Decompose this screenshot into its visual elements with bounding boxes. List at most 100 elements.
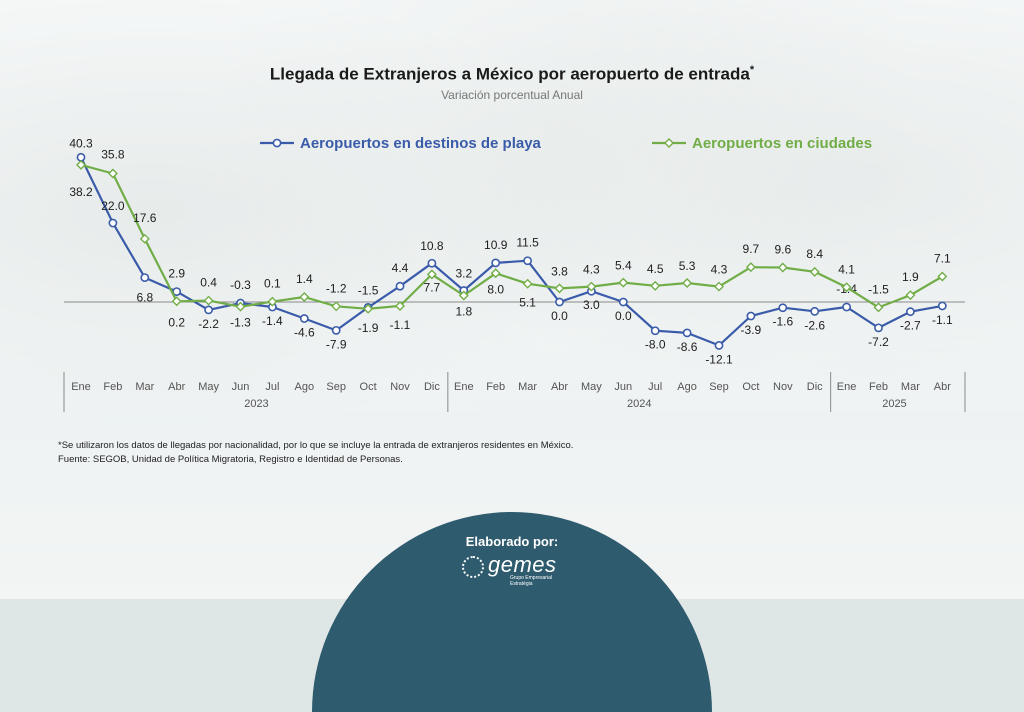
legend-marker — [664, 138, 674, 148]
series-1-point — [172, 287, 182, 296]
series-2-point — [76, 159, 86, 170]
series-1-data-label: -8.6 — [677, 340, 698, 354]
series-2-data-label: 3.8 — [551, 264, 568, 278]
x-tick-label: Abr — [551, 381, 568, 393]
series-1-data-label: 10.9 — [484, 238, 508, 252]
series-2-point — [235, 301, 246, 312]
series-2-data-label: 8.4 — [806, 247, 823, 261]
series-1-data-label: -3.9 — [741, 323, 762, 337]
x-tick-label: Mar — [901, 381, 920, 393]
series-2-data-label: -1.1 — [390, 318, 411, 332]
series-2-data-label: 5.1 — [519, 296, 536, 310]
series-2-data-label: 8.0 — [487, 282, 504, 296]
series-1-point — [555, 297, 564, 307]
series-1-point — [523, 256, 532, 266]
series-2-point — [554, 283, 565, 294]
series-1-data-label: -8.0 — [645, 338, 666, 352]
series-2-data-label: 7.7 — [424, 280, 441, 294]
series-2-data-label: 0.4 — [200, 276, 217, 290]
series-2-point — [841, 282, 852, 293]
series-2-data-label: 0.2 — [168, 315, 185, 329]
series-1-point — [76, 152, 86, 162]
series-2-point — [458, 290, 469, 301]
series-2-data-label: 35.8 — [101, 147, 125, 161]
series-2-point — [618, 277, 629, 288]
series-1-data-label: 10.8 — [420, 239, 444, 253]
series-1-data-label: -1.4 — [262, 314, 283, 328]
series-2-data-label: 5.3 — [679, 259, 696, 273]
year-label: 2023 — [244, 398, 268, 410]
series-2-data-label: 4.3 — [711, 263, 728, 277]
series-1-point — [682, 328, 692, 338]
x-tick-label: Mar — [518, 381, 537, 393]
series-1-data-label: -12.1 — [705, 352, 733, 366]
series-2-point — [682, 277, 693, 288]
series-2-point — [777, 262, 788, 273]
legend-label: Aeropuertos en destinos de playa — [300, 135, 542, 152]
series-1-point — [650, 326, 660, 336]
series-2-point — [745, 262, 756, 273]
series-1-point — [906, 307, 915, 317]
x-tick-label: Nov — [773, 381, 793, 393]
source-note: Fuente: SEGOB, Unidad de Política Migrat… — [58, 454, 403, 465]
series-1-data-label: 6.8 — [136, 291, 153, 305]
series-2-point — [873, 302, 884, 313]
series-2-data-label: 9.7 — [743, 242, 760, 256]
series-2-point — [809, 266, 820, 277]
series-2-point — [331, 301, 342, 312]
footer-label: Elaborado por: — [465, 534, 559, 549]
series-2-point — [139, 233, 150, 244]
series-2-point — [490, 268, 501, 279]
series-1-point — [746, 311, 756, 321]
x-tick-label: Dic — [424, 381, 440, 393]
series-1-data-label: -0.3 — [230, 278, 251, 292]
x-tick-label: Jul — [648, 381, 662, 393]
year-label: 2025 — [882, 398, 906, 410]
series-1-point — [491, 258, 501, 268]
series-1-data-label: -1.1 — [932, 313, 953, 327]
x-tick-label: May — [581, 381, 602, 393]
series-1-point — [618, 297, 628, 307]
series-1-point — [937, 301, 947, 311]
x-tick-label: Oct — [360, 381, 377, 393]
x-tick-label: Abr — [168, 381, 185, 393]
series-2-point — [586, 281, 597, 292]
series-1-point — [778, 303, 788, 313]
x-tick-label: Dic — [807, 381, 823, 393]
series-2-point — [905, 290, 916, 301]
x-tick-label: Feb — [869, 381, 888, 393]
series-2-point — [267, 296, 278, 307]
footnote: *Se utilizaron los datos de llegadas por… — [58, 440, 574, 451]
series-1-data-label: -1.6 — [772, 315, 793, 329]
series-2-point — [203, 295, 214, 306]
series-line-1 — [80, 156, 943, 347]
series-2-point — [714, 281, 724, 292]
series-2-data-label: 7.1 — [934, 252, 951, 266]
series-1-data-label: -2.7 — [900, 319, 921, 333]
x-tick-label: Sep — [326, 381, 346, 393]
chart-title: Llegada de Extranjeros a México por aero… — [269, 64, 755, 84]
series-1-point — [395, 281, 405, 291]
legend-label: Aeropuertos en ciudades — [692, 135, 872, 152]
x-tick-label: Jun — [614, 381, 632, 393]
series-2-point — [937, 271, 948, 282]
series-2-data-label: 4.1 — [838, 262, 855, 276]
x-tick-label: Ene — [837, 381, 857, 393]
series-1-point — [842, 302, 851, 312]
series-1-point — [874, 323, 883, 333]
series-1-data-label: 0.0 — [615, 309, 632, 323]
x-tick-label: Ago — [295, 381, 315, 393]
series-2-point — [522, 278, 533, 289]
chart-subtitle: Variación porcentual Anual — [441, 88, 583, 102]
x-tick-label: Ago — [677, 381, 697, 393]
series-2-data-label: -1.5 — [868, 282, 889, 296]
x-tick-label: May — [198, 381, 219, 393]
series-2-point — [650, 280, 661, 291]
series-2-point — [395, 300, 405, 311]
series-1-data-label: 0.0 — [551, 309, 568, 323]
x-tick-label: Feb — [103, 381, 122, 393]
series-1-data-label: -7.9 — [326, 337, 347, 351]
series-1-data-label: 3.2 — [455, 267, 472, 281]
series-1-data-label: -1.5 — [358, 283, 379, 297]
series-2-data-label: -1.2 — [326, 281, 347, 295]
